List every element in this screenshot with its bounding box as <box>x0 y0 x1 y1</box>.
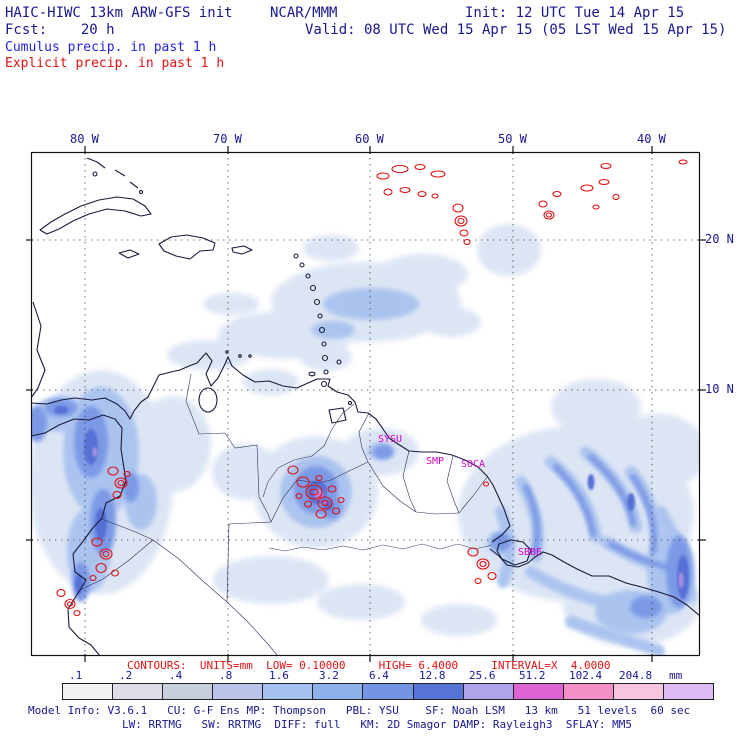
colorbar-label: 12.8 <box>419 669 446 682</box>
lon-label-50w: 50 W <box>498 132 527 146</box>
init-time: Init: 12 UTC Tue 14 Apr 15 <box>465 5 685 21</box>
map-frame <box>26 146 706 662</box>
colorbar-labels: .1 .2 .4 .8 1.6 3.2 6.4 12.8 25.6 51.2 102.4 204.8 m… <box>62 669 712 682</box>
forecast-hour: Fcst: 20 h <box>5 22 115 38</box>
lat-label-20n: 20 N <box>705 232 734 246</box>
colorbar-label: 3.2 <box>319 669 339 682</box>
colorbar-cell <box>563 684 614 699</box>
station-label-3: SOCA <box>461 459 485 470</box>
model-info-line2: LW: RRTMG SW: RRTMG DIFF: full KM: 2D Sm… <box>122 718 632 731</box>
station-label-4: SBBE <box>518 547 542 558</box>
colorbar-label: .8 <box>219 669 233 682</box>
model-info-line1: Model Info: V3.6.1 CU: G-F Ens MP: Thomp… <box>28 704 691 717</box>
cumulus-field-label: Cumulus precip. in past 1 h <box>5 40 217 55</box>
colorbar-cell <box>413 684 464 699</box>
lon-label-60w: 60 W <box>355 132 384 146</box>
colorbar-label: 25.6 <box>469 669 496 682</box>
colorbar-label: .4 <box>169 669 183 682</box>
colorbar-cell <box>363 684 414 699</box>
cumulus-precip-shading <box>31 224 700 656</box>
colorbar-cell <box>63 684 114 699</box>
colorbar-label: 6.4 <box>369 669 389 682</box>
valid-time: Valid: 08 UTC Wed 15 Apr 15 (05 LST Wed … <box>305 22 727 38</box>
rivers <box>262 403 493 552</box>
map-canvas: SYSU SMP SOCA SBBE <box>26 146 706 662</box>
colorbar-cell <box>113 684 164 699</box>
colorbar-cell <box>263 684 314 699</box>
colorbar-cell <box>463 684 514 699</box>
explicit-field-label: Explicit precip. in past 1 h <box>5 56 225 71</box>
colorbar-label: .1 <box>69 669 83 682</box>
lon-label-40w: 40 W <box>637 132 666 146</box>
gridlines <box>31 152 700 656</box>
center-name: NCAR/MMM <box>270 5 338 21</box>
explicit-precip-contours <box>56 159 688 617</box>
colorbar-cell <box>663 684 714 699</box>
colorbar-label: 1.6 <box>269 669 289 682</box>
station-label-1: SYSU <box>378 434 402 445</box>
country-borders <box>79 373 488 656</box>
lat-label-10n: 10 N <box>705 382 734 396</box>
model-title: HAIC-HIWC 13km ARW-GFS init <box>5 5 233 21</box>
colorbar <box>62 683 714 700</box>
colorbar-label: 102.4 <box>569 669 603 682</box>
colorbar-cell <box>213 684 264 699</box>
colorbar-label: .2 <box>119 669 133 682</box>
colorbar-cell <box>163 684 214 699</box>
colorbar-cell <box>513 684 564 699</box>
contour-info-line: CONTOURS: UNITS=mm LOW= 0.10000 HIGH= 6.… <box>127 659 611 672</box>
colorbar-cell <box>313 684 364 699</box>
station-label-2: SMP <box>426 456 444 467</box>
lon-label-70w: 70 W <box>213 132 242 146</box>
colorbar-label: mm <box>669 669 683 682</box>
coastlines <box>31 157 700 656</box>
colorbar-label: 51.2 <box>519 669 546 682</box>
colorbar-cell <box>613 684 664 699</box>
lon-label-80w: 80 W <box>70 132 99 146</box>
colorbar-label: 204.8 <box>619 669 653 682</box>
